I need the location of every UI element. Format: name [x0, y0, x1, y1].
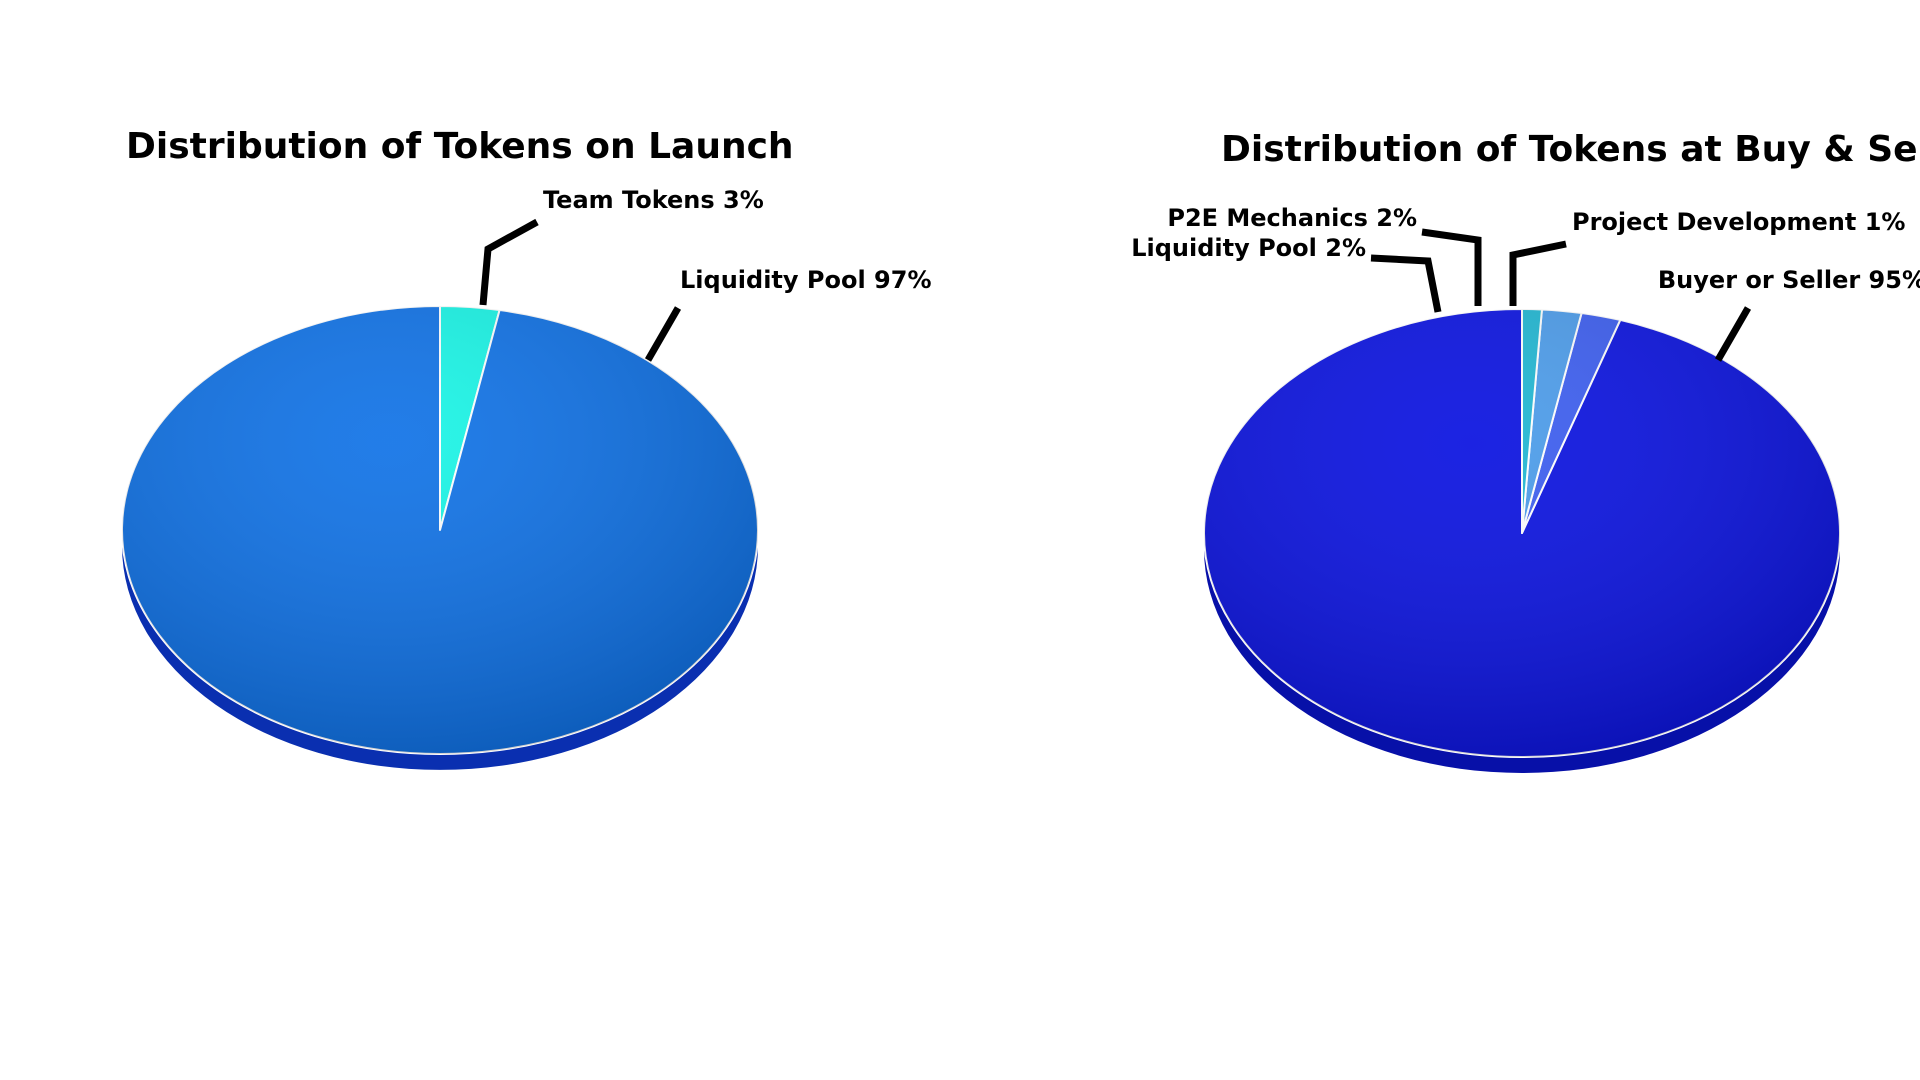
slice-label-p2e-mechanics: P2E Mechanics 2%	[1167, 204, 1417, 232]
leader-line-buyer-or-seller	[1714, 306, 1752, 362]
chart-title-buy-sell: Distribution of Tokens at Buy & Sell	[1221, 129, 1920, 170]
slice-label-project-development: Project Development 1%	[1572, 208, 1905, 236]
chart-title-launch: Distribution of Tokens on Launch	[126, 126, 794, 167]
pie-launch: Team Tokens 3% Liquidity Pool 97%	[121, 186, 931, 770]
leader-line-liquidity-pool	[644, 306, 682, 362]
leader-line-p2e-mechanics	[1421, 228, 1482, 306]
leader-line-team-tokens	[479, 218, 539, 306]
pie-shading	[122, 306, 758, 754]
pie-shading	[1204, 309, 1840, 757]
leader-line-liquidity-pool	[1370, 254, 1442, 313]
leader-line-project-development	[1509, 240, 1567, 306]
slice-label-team-tokens: Team Tokens 3%	[543, 186, 764, 214]
slice-label-buyer-or-seller: Buyer or Seller 95%	[1658, 266, 1920, 294]
slice-label-liquidity-pool: Liquidity Pool 2%	[1131, 234, 1366, 262]
pie-buy-sell: Buyer or Seller 95% Liquidity Pool 2%P2E …	[1131, 204, 1920, 773]
slice-label-liquidity-pool: Liquidity Pool 97%	[680, 266, 931, 294]
